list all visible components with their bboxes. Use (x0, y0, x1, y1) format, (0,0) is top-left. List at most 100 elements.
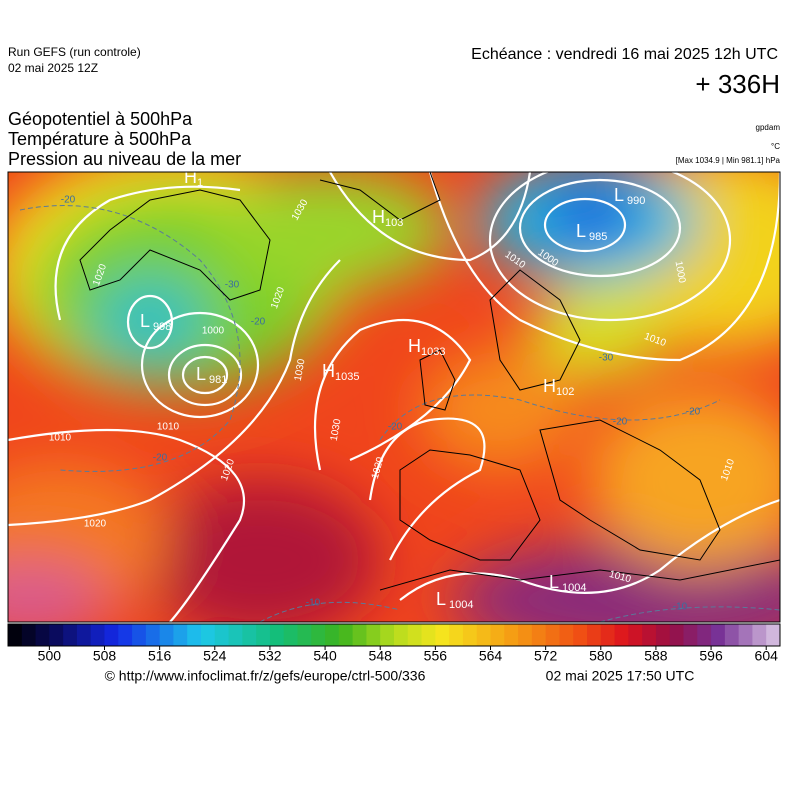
colorbar-tick-label: 604 (755, 648, 779, 664)
map-frame (7, 171, 781, 623)
center-value: 990 (627, 195, 645, 207)
colorbar-swatch (752, 624, 767, 646)
colorbar-tick-label: 580 (589, 648, 613, 664)
run-date: 02 mai 2025 12Z (8, 61, 98, 75)
colorbar-tick-label: 540 (313, 648, 337, 664)
center-letter: L (140, 311, 150, 331)
unit-temp: °C (771, 142, 780, 151)
colorbar-tick-label: 588 (644, 648, 668, 664)
colorbar-swatch (711, 624, 726, 646)
colorbar-swatch (435, 624, 450, 646)
center-letter: L (549, 572, 559, 592)
echeance: Echéance : vendredi 16 mai 2025 12h UTC (471, 46, 778, 63)
colorbar-swatch (531, 624, 547, 646)
isobar-label: 1030 (293, 358, 308, 382)
colorbar-swatch (21, 624, 37, 646)
colorbar-swatch (173, 624, 188, 646)
isobar-label: 1010 (157, 422, 180, 433)
temperature-label: -30 (599, 353, 614, 364)
colorbar-swatch (269, 624, 285, 646)
colorbar-swatch (214, 624, 230, 646)
temperature-label: -20 (153, 453, 168, 464)
colorbar-swatch (394, 624, 409, 646)
colorbar-swatch (8, 624, 23, 646)
colorbar-swatch (600, 624, 616, 646)
colorbar-swatch (352, 624, 367, 646)
temperature-label: -10 (673, 602, 688, 613)
colorbar-tick-label: 508 (93, 648, 117, 664)
title: Géopotentiel à 500hPa (8, 109, 193, 129)
colorbar-swatch (766, 624, 781, 646)
temperature-label: -20 (613, 417, 628, 428)
center-letter: L (576, 221, 586, 241)
colorbar-swatch (518, 624, 533, 646)
colorbar-swatch (683, 624, 698, 646)
source: © http://www.infoclimat.fr/z/gefs/europe… (105, 668, 426, 684)
colorbar-swatch (132, 624, 147, 646)
colorbar-swatch (724, 624, 740, 646)
colorbar-swatch (587, 624, 602, 646)
center-letter: H (543, 376, 556, 396)
center-value: 1004 (562, 582, 586, 594)
center-value: 102 (556, 386, 574, 398)
colorbar-swatch (76, 624, 92, 646)
colorbar-swatch (642, 624, 657, 646)
colorbar-swatch (338, 624, 354, 646)
center-value: 981 (209, 374, 227, 386)
center-letter: L (196, 364, 206, 384)
colorbar-swatch (628, 624, 643, 646)
colorbar-swatch (35, 624, 50, 646)
center-letter: L (614, 185, 624, 205)
colorbar-swatch (545, 624, 560, 646)
colorbar-swatch (242, 624, 257, 646)
colorbar-swatch (476, 624, 491, 646)
colorbar-tick-label: 596 (699, 648, 723, 664)
colorbar-swatch (614, 624, 629, 646)
generated: 02 mai 2025 17:50 UTC (546, 668, 695, 684)
colorbar-swatch (325, 624, 340, 646)
center-letter: H (322, 361, 335, 381)
title: Température à 500hPa (8, 129, 192, 149)
isobar-label: 1030 (329, 418, 344, 442)
isobar-label: 1020 (84, 519, 107, 530)
colorbar-tick-label: 556 (424, 648, 448, 664)
center-value: 1033 (421, 346, 445, 358)
temperature-label: -20 (686, 407, 701, 418)
colorbar-swatch (90, 624, 105, 646)
unit-geo: gpdam (756, 123, 781, 132)
temperature-label: -20 (388, 422, 403, 433)
colorbar-frame (7, 623, 781, 647)
colorbar-tick-label: 516 (148, 648, 172, 664)
colorbar-swatch (49, 624, 64, 646)
colorbar-swatch (407, 624, 423, 646)
colorbar-swatch (504, 624, 519, 646)
title: Pression au niveau de la mer (8, 149, 241, 169)
center-letter: H (372, 207, 385, 227)
temperature-label: -20 (251, 317, 266, 328)
colorbar-swatch (104, 624, 119, 646)
colorbar-tick-label: 500 (38, 648, 62, 664)
isobars (8, 172, 780, 622)
colorbar-tick-label: 572 (534, 648, 558, 664)
colorbar-swatch (697, 624, 712, 646)
temperature-label: -20 (61, 195, 76, 206)
colorbar-tick-label: 548 (369, 648, 393, 664)
isobar-label: 1000 (673, 260, 688, 284)
coastlines (79, 172, 780, 591)
colorbar-swatch (449, 624, 464, 646)
center-letter: H (184, 167, 197, 187)
colorbar-swatch (63, 624, 78, 646)
colorbar-tick-label: 532 (258, 648, 282, 664)
colorbar-swatch (559, 624, 574, 646)
colorbar-swatch (655, 624, 671, 646)
colorbar-swatch (311, 624, 326, 646)
colorbar-swatch (462, 624, 478, 646)
isobar-label: 1000 (202, 326, 225, 337)
colorbar-swatch (283, 624, 298, 646)
center-value: 1004 (449, 599, 473, 611)
isotherms (19, 205, 780, 622)
isobar-label: 1010 (49, 433, 72, 444)
colorbar-swatch (187, 624, 202, 646)
